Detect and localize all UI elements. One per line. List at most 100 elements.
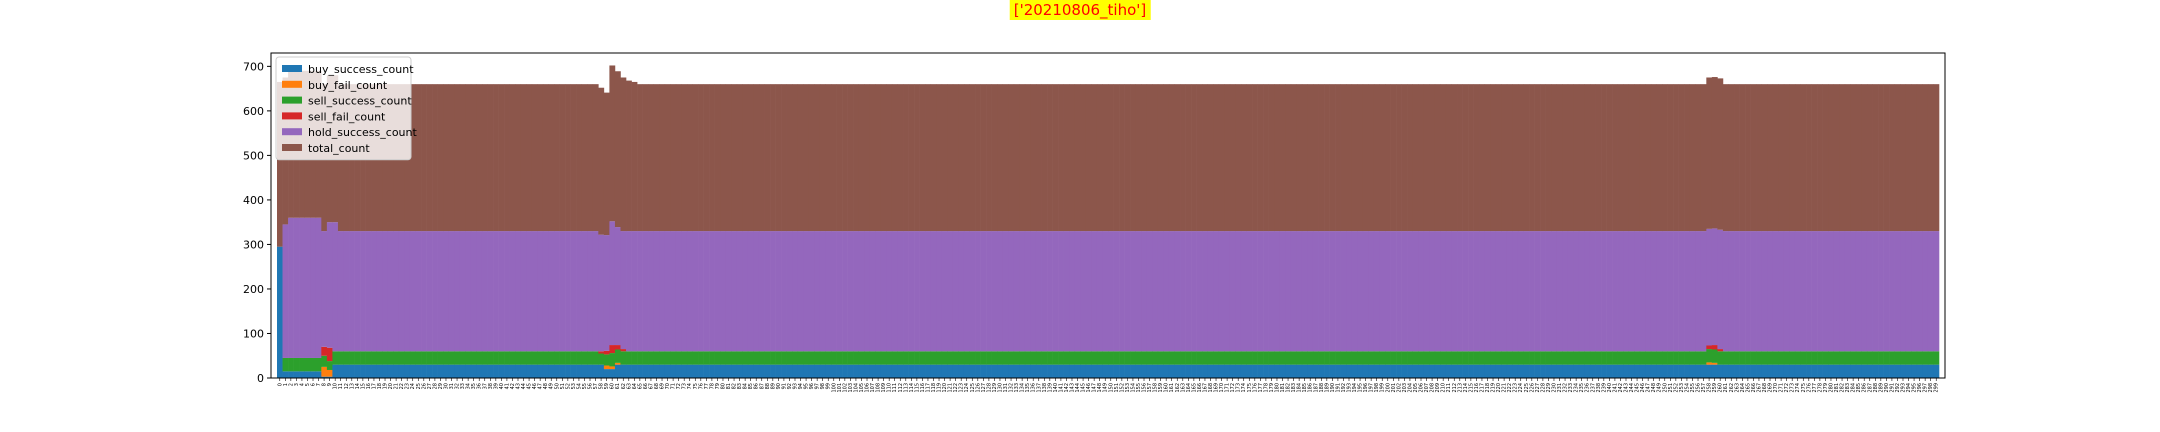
bar-buy-success-count-271 — [1778, 364, 1785, 378]
y-tick-label: 100 — [243, 327, 264, 340]
bar-buy-success-count-18 — [376, 364, 383, 378]
bar-hold-success-count-175 — [1246, 231, 1253, 352]
bar-hold-success-count-30 — [443, 231, 450, 352]
bar-sell-success-count-178 — [1263, 351, 1269, 365]
x-tick-label: 56 — [588, 383, 594, 389]
x-tick-label: 55 — [582, 383, 588, 389]
bar-total-count-119 — [936, 84, 943, 232]
x-tick-label: 182 — [1286, 383, 1292, 393]
bar-hold-success-count-284 — [1850, 231, 1857, 352]
bar-total-count-193 — [1346, 84, 1353, 232]
bar-total-count-277 — [1811, 84, 1818, 232]
bar-total-count-153 — [1124, 84, 1131, 232]
legend-label-sell-success-count: sell_success_count — [308, 95, 412, 108]
bar-hold-success-count-247 — [1645, 231, 1652, 352]
bar-hold-success-count-161 — [1168, 231, 1175, 352]
x-tick-label: 124 — [964, 383, 970, 393]
bar-buy-success-count-119 — [936, 364, 943, 378]
bar-hold-success-count-16 — [365, 231, 372, 352]
bar-sell-success-count-148 — [1096, 351, 1103, 365]
bar-sell-success-count-103 — [847, 351, 854, 365]
bar-total-count-287 — [1866, 84, 1873, 232]
bar-sell-success-count-135 — [1024, 351, 1031, 365]
bar-sell-success-count-106 — [864, 351, 871, 365]
bar-total-count-295 — [1911, 84, 1918, 232]
bar-total-count-89 — [770, 84, 776, 232]
x-tick-label: 51 — [560, 383, 566, 389]
x-tick-label: 235 — [1579, 383, 1585, 393]
bar-hold-success-count-105 — [858, 231, 865, 352]
bar-buy-success-count-173 — [1235, 364, 1242, 378]
bar-buy-success-count-54 — [576, 364, 582, 378]
bar-sell-success-count-100 — [831, 351, 837, 365]
bar-sell-success-count-68 — [653, 351, 660, 365]
bar-hold-success-count-130 — [997, 231, 1004, 352]
bar-hold-success-count-38 — [487, 231, 494, 352]
bar-total-count-229 — [1545, 84, 1552, 232]
bar-buy-success-count-251 — [1667, 364, 1674, 378]
bar-hold-success-count-170 — [1218, 231, 1225, 352]
bar-sell-success-count-130 — [997, 351, 1004, 365]
x-tick-label: 274 — [1795, 383, 1801, 393]
figure-suptitle: ['20210806_tiho'] — [1009, 0, 1151, 20]
bar-total-count-232 — [1562, 84, 1569, 232]
bar-buy-success-count-293 — [1900, 364, 1907, 378]
bar-buy-success-count-123 — [958, 364, 965, 378]
bar-total-count-32 — [454, 84, 461, 232]
bar-sell-success-count-261 — [1722, 351, 1729, 365]
bar-buy-success-count-39 — [493, 364, 499, 378]
bar-total-count-117 — [925, 84, 932, 232]
bar-hold-success-count-63 — [626, 231, 632, 352]
bar-buy-success-count-10 — [332, 364, 339, 378]
bar-sell-success-count-61 — [614, 349, 621, 363]
bar-buy-success-count-66 — [642, 364, 649, 378]
bar-total-count-61 — [614, 71, 621, 228]
bar-sell-success-count-36 — [476, 351, 483, 365]
bar-sell-success-count-181 — [1279, 351, 1286, 365]
bar-sell-success-count-176 — [1252, 351, 1258, 365]
bar-buy-success-count-148 — [1096, 364, 1103, 378]
x-tick-label: 252 — [1673, 383, 1679, 393]
x-tick-label: 26 — [421, 383, 427, 389]
x-tick-label: 273 — [1790, 383, 1796, 393]
bar-sell-success-count-24 — [409, 351, 416, 365]
bar-total-count-149 — [1102, 84, 1109, 232]
bar-buy-success-count-238 — [1595, 364, 1602, 378]
x-tick-label: 28 — [432, 383, 438, 389]
x-tick-label: 109 — [881, 383, 887, 393]
bar-sell-success-count-259 — [1711, 349, 1718, 363]
bar-buy-success-count-44 — [520, 364, 527, 378]
bar-buy-success-count-153 — [1124, 364, 1131, 378]
bar-total-count-237 — [1589, 84, 1596, 232]
x-tick-label: 249 — [1657, 383, 1663, 393]
x-tick-label: 110 — [887, 383, 893, 393]
bar-total-count-36 — [476, 84, 483, 232]
bar-hold-success-count-287 — [1866, 231, 1873, 352]
bar-buy-success-count-91 — [781, 364, 787, 378]
bar-sell-success-count-57 — [592, 351, 599, 365]
bar-buy-success-count-193 — [1346, 364, 1353, 378]
bar-buy-success-count-299 — [1933, 364, 1940, 378]
bar-total-count-113 — [903, 84, 909, 232]
bar-total-count-73 — [681, 84, 688, 232]
bar-total-count-274 — [1794, 84, 1801, 232]
bar-hold-success-count-269 — [1767, 231, 1774, 352]
bar-hold-success-count-29 — [437, 231, 444, 352]
x-tick-label: 113 — [903, 383, 909, 393]
x-tick-label: 281 — [1834, 383, 1840, 393]
bar-hold-success-count-239 — [1601, 231, 1607, 352]
bar-total-count-165 — [1191, 84, 1197, 232]
bar-hold-success-count-39 — [493, 231, 499, 352]
bar-total-count-192 — [1340, 84, 1347, 232]
bar-total-count-86 — [753, 84, 760, 232]
bar-hold-success-count-75 — [692, 231, 699, 352]
bar-sell-success-count-287 — [1866, 351, 1873, 365]
bar-hold-success-count-206 — [1418, 231, 1425, 352]
legend-label-hold-success-count: hold_success_count — [308, 126, 417, 139]
x-tick-label: 200 — [1385, 383, 1391, 393]
bar-sell-success-count-219 — [1490, 351, 1497, 365]
bar-total-count-34 — [465, 84, 472, 232]
bar-buy-success-count-145 — [1080, 364, 1087, 378]
bar-hold-success-count-27 — [426, 231, 433, 352]
bar-sell-success-count-264 — [1739, 351, 1746, 365]
